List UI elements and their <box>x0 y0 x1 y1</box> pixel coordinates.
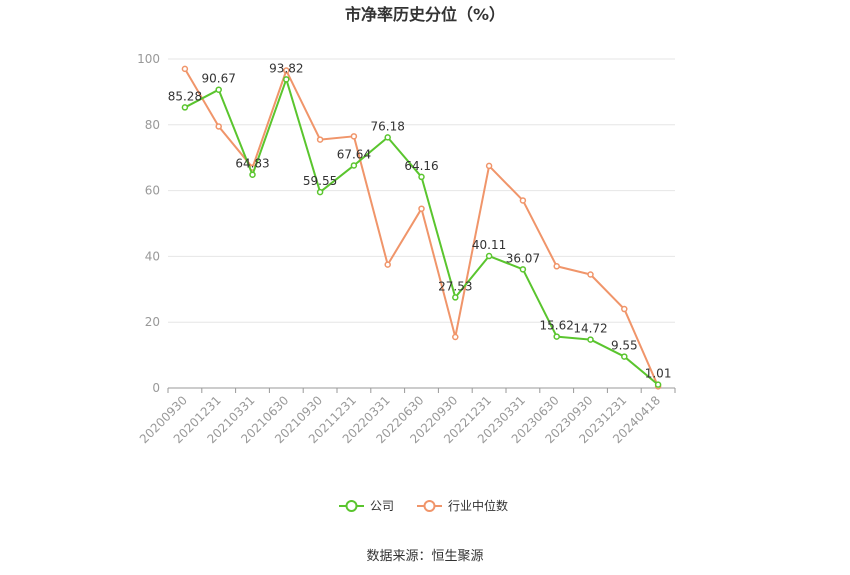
data-point[interactable] <box>553 263 560 270</box>
chart-title: 市净率历史分位（%） <box>345 5 505 24</box>
data-label: 59.55 <box>303 174 337 188</box>
data-label: 40.11 <box>472 238 506 252</box>
data-point[interactable] <box>316 188 324 196</box>
data-point[interactable] <box>215 123 222 130</box>
legend-item[interactable]: 行业中位数 <box>417 498 508 513</box>
data-point[interactable] <box>384 261 391 268</box>
legend-swatch-marker <box>345 500 358 512</box>
data-point[interactable] <box>621 353 628 360</box>
legend-label: 公司 <box>370 499 394 513</box>
data-point[interactable] <box>621 305 628 313</box>
data-point[interactable] <box>283 67 290 74</box>
data-point[interactable] <box>350 162 358 169</box>
data-label: 93.82 <box>269 61 303 75</box>
data-label: 90.67 <box>202 72 236 86</box>
data-point[interactable] <box>553 333 560 340</box>
data-point[interactable] <box>384 134 391 141</box>
data-point[interactable] <box>654 381 662 388</box>
grid <box>168 58 675 323</box>
data-point[interactable] <box>181 104 189 111</box>
x-axis: 2020093020201231202103312021063020210930… <box>137 387 676 446</box>
data-point[interactable] <box>215 86 222 93</box>
data-point[interactable] <box>587 271 594 278</box>
data-point[interactable] <box>283 76 290 83</box>
y-axis: 0 20 40 60 80 100 <box>137 52 160 395</box>
data-point[interactable] <box>316 136 324 143</box>
legend-swatch-marker <box>423 500 436 512</box>
y-tick-label: 20 <box>145 315 160 329</box>
data-label: 76.18 <box>371 119 405 133</box>
data-point[interactable] <box>181 65 189 73</box>
data-point[interactable] <box>485 162 493 170</box>
data-point[interactable] <box>587 336 594 343</box>
data-label: 64.83 <box>235 157 269 171</box>
data-point[interactable] <box>452 294 459 301</box>
legend-item[interactable]: 公司 <box>339 499 394 513</box>
legend[interactable]: 公司 行业中位数 <box>339 498 508 513</box>
source-note: 数据来源：恒生聚源 <box>366 549 483 564</box>
data-point[interactable] <box>350 133 358 140</box>
data-label: 64.16 <box>404 159 438 173</box>
data-label: 14.72 <box>573 322 607 336</box>
data-point[interactable] <box>418 173 425 181</box>
data-label: 9.55 <box>611 339 638 353</box>
legend-label: 行业中位数 <box>448 498 508 513</box>
data-point[interactable] <box>452 333 459 341</box>
data-point[interactable] <box>418 205 425 212</box>
y-tick-label: 40 <box>145 249 160 263</box>
data-point[interactable] <box>519 197 527 204</box>
y-tick-label: 100 <box>137 52 160 66</box>
data-label: 15.62 <box>540 319 574 333</box>
data-label: 85.28 <box>168 89 202 103</box>
data-point[interactable] <box>249 171 256 178</box>
y-tick-label: 0 <box>152 381 160 395</box>
data-label: 67.64 <box>337 147 371 161</box>
y-tick-label: 80 <box>145 118 160 132</box>
data-point[interactable] <box>519 266 527 273</box>
data-label: 36.07 <box>506 251 540 265</box>
y-tick-label: 60 <box>145 184 160 198</box>
series-group <box>181 65 662 390</box>
data-label: 1.01 <box>645 367 672 381</box>
data-point[interactable] <box>485 252 493 260</box>
data-label: 27.53 <box>438 279 472 293</box>
